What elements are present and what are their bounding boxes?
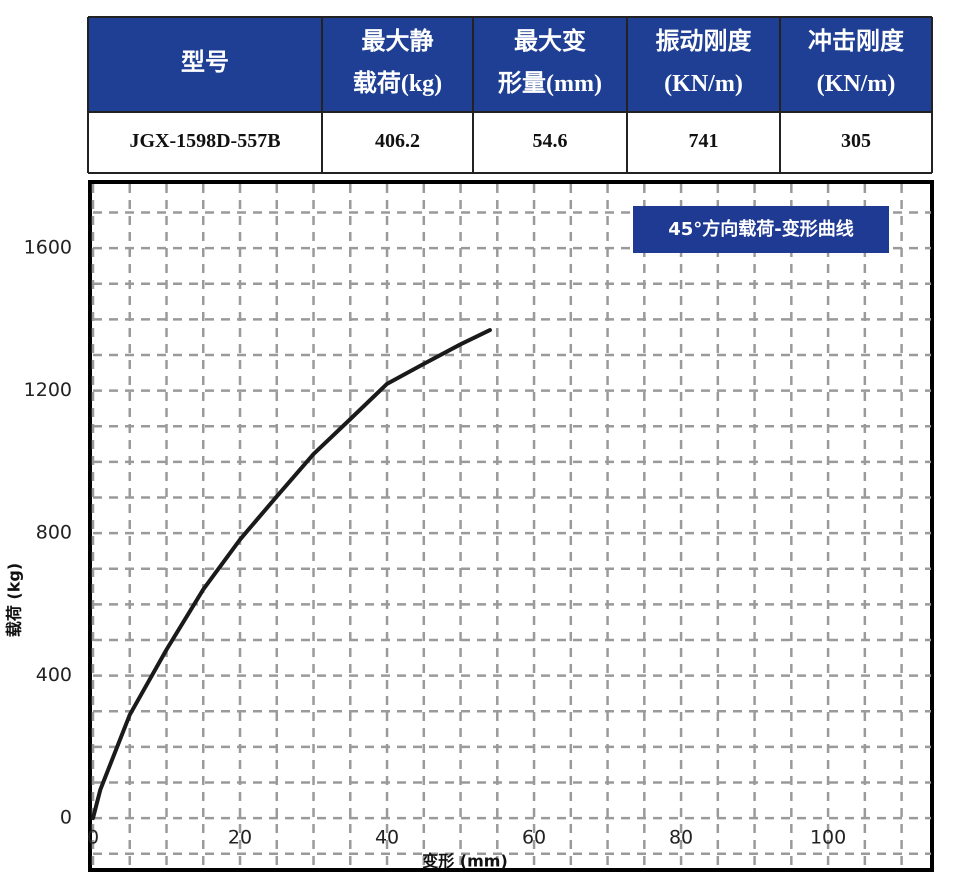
x-tick-label: 0: [87, 827, 99, 849]
data-row: [88, 112, 932, 173]
x-tick-label: 20: [228, 827, 252, 849]
grid: [91, 184, 931, 868]
title-box: [633, 206, 889, 253]
curve: [91, 328, 492, 821]
y-tick-label: 800: [36, 522, 72, 544]
y-axis-label: 载荷 (kg): [5, 563, 24, 637]
y-tick-label: 400: [36, 664, 72, 686]
header-cell: (KN/m): [817, 71, 896, 97]
x-axis-label: 变形 (mm): [422, 852, 508, 871]
plot: [91, 328, 492, 821]
x-tick-label: 100: [810, 827, 846, 849]
header-cell: (KN/m): [664, 71, 743, 97]
cell: 741: [689, 130, 719, 152]
header-cell: 型号: [181, 49, 229, 76]
cell: JGX-1598D-557B: [129, 130, 280, 152]
x-tick-label: 80: [669, 827, 693, 849]
x-tick-label: 60: [522, 827, 546, 849]
header-cell: 冲击刚度: [808, 27, 905, 55]
y-tick-label: 1200: [24, 379, 72, 401]
y-tick-label: 0: [60, 807, 72, 829]
cell: 406.2: [375, 130, 420, 152]
cell: 54.6: [533, 130, 568, 152]
chart-title: 45°方向载荷-变形曲线: [668, 218, 854, 240]
header-cell: 形量(mm): [498, 70, 602, 97]
cell: 305: [841, 130, 871, 152]
x-tick-label: 40: [375, 827, 399, 849]
header-cell: 载荷(kg): [353, 70, 442, 97]
header-cell: 最大变: [514, 27, 586, 55]
y-tick-label: 1600: [24, 237, 72, 259]
chart-frame: [88, 180, 934, 872]
header-row: [88, 17, 932, 112]
header-cell: 振动刚度: [656, 27, 753, 55]
header-cell: 最大静: [362, 28, 434, 55]
